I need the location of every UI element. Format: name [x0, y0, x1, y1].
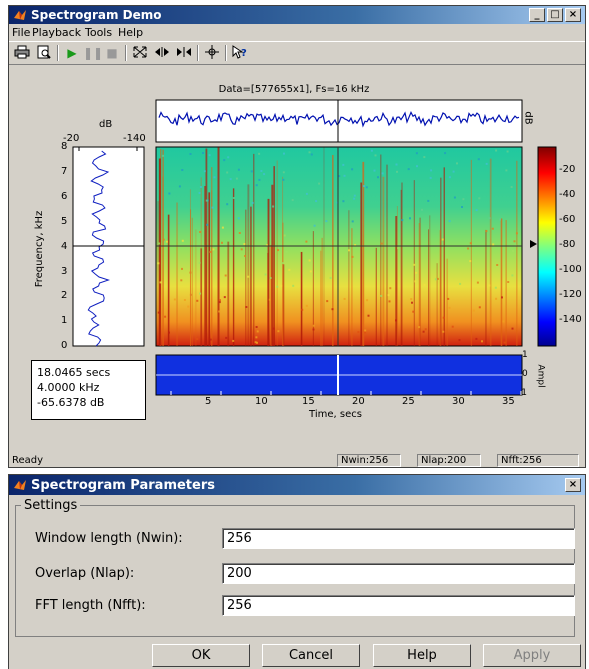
readout-time: 18.0465 secs [37, 366, 111, 379]
left-panel-tick-right: -140 [123, 133, 146, 144]
readout-level: -65.6378 dB [37, 396, 105, 409]
readout-frequency: 4.0000 kHz [37, 381, 100, 394]
colorbar-tick-5: -120 [559, 289, 582, 300]
play-icon[interactable]: ▶ [67, 46, 77, 60]
y-tick-1: 7 [61, 165, 68, 177]
nwin-label: Window length (Nwin): [35, 531, 183, 546]
y-tick-5: 3 [61, 265, 68, 277]
spectrogram-figure[interactable] [9, 6, 585, 452]
toolbar: ▶ ❚❚ ■ ? [9, 41, 585, 65]
colorbar-tick-0: -20 [559, 164, 576, 175]
crosshair-icon[interactable] [203, 45, 221, 61]
x-tick-4: 25 [402, 396, 415, 407]
zoom-full-icon[interactable] [131, 45, 149, 61]
spectrogram-texture [157, 147, 518, 346]
menu-help[interactable]: Help [118, 26, 144, 39]
apply-button[interactable]: Apply [483, 644, 581, 667]
plot-title: Data=[577655x1], Fs=16 kHz [218, 84, 370, 95]
x-tick-1: 10 [255, 396, 268, 407]
x-axis-label: Time, secs [309, 409, 362, 420]
window-title: Spectrogram Demo [31, 8, 162, 22]
x-tick-6: 35 [502, 396, 515, 407]
zoom-in-time-icon[interactable] [153, 45, 171, 61]
whats-this-icon[interactable]: ? [231, 45, 249, 61]
waveform-level-trace [158, 110, 520, 128]
nfft-label: FFT length (Nfft): [35, 598, 146, 613]
matlab-logo-icon [14, 10, 26, 20]
menu-playback[interactable]: Playback [32, 26, 82, 39]
y-tick-0: 8 [61, 141, 68, 152]
ampl-tick-1: 0 [522, 369, 528, 379]
y-tick-8: 0 [61, 340, 68, 352]
svg-text:?: ? [241, 48, 247, 59]
status-nwin: Nwin:256 [337, 454, 401, 467]
menu-bar: File Playback Tools Help [9, 25, 585, 41]
status-bar: Ready Nwin:256 Nlap:200 Nfft:256 [9, 454, 585, 467]
left-panel-db-label: dB [99, 119, 113, 130]
dialog-close-button[interactable]: × [565, 478, 581, 492]
print-icon[interactable] [13, 45, 31, 61]
menu-file[interactable]: File [12, 26, 31, 39]
parameters-dialog: Spectrogram Parameters × Settings Window… [8, 474, 586, 669]
y-tick-6: 2 [61, 290, 68, 302]
y-tick-2: 6 [61, 190, 68, 202]
nfft-input[interactable] [222, 595, 575, 616]
colorbar-tick-2: -60 [559, 214, 576, 225]
x-tick-0: 5 [205, 396, 212, 407]
status-text: Ready [12, 455, 44, 466]
stop-icon[interactable]: ■ [106, 46, 118, 60]
nlap-label: Overlap (Nlap): [35, 566, 135, 581]
cursor-readout: 18.0465 secs 4.0000 kHz -65.6378 dB [31, 360, 146, 420]
zoom-out-time-icon[interactable] [175, 45, 193, 61]
left-panel-tick-left: -20 [63, 133, 80, 144]
pause-icon[interactable]: ❚❚ [83, 46, 104, 60]
cancel-button[interactable]: Cancel [262, 644, 360, 667]
x-tick-5: 30 [452, 396, 465, 407]
matlab-logo-icon [14, 480, 26, 490]
spectrogram-window: Spectrogram Demo _ □ × File Playback Too… [8, 5, 586, 468]
status-nlap: Nlap:200 [417, 454, 481, 467]
dialog-title-bar[interactable]: Spectrogram Parameters × [9, 475, 585, 495]
window-title-bar[interactable]: Spectrogram Demo _ □ × [9, 6, 585, 24]
print-preview-icon[interactable] [35, 45, 53, 61]
colorbar-level-marker-icon[interactable] [530, 240, 537, 248]
status-nfft: Nfft:256 [497, 454, 579, 467]
colorbar-tick-4: -100 [559, 264, 582, 275]
spectrum-slice-trace [87, 150, 111, 347]
menu-tools[interactable]: Tools [85, 26, 113, 39]
x-tick-2: 15 [302, 396, 315, 407]
y-tick-4: 4 [61, 240, 68, 252]
colorbar [537, 146, 557, 347]
colorbar-tick-3: -80 [559, 239, 576, 250]
settings-group-label: Settings [21, 498, 81, 513]
colorbar-tick-6: -140 [559, 314, 582, 325]
dialog-title: Spectrogram Parameters [31, 478, 215, 493]
minimize-button[interactable]: _ [529, 8, 545, 22]
colorbar-tick-1: -40 [559, 189, 576, 200]
x-tick-3: 20 [352, 396, 365, 407]
maximize-button[interactable]: □ [547, 8, 563, 22]
y-tick-7: 1 [61, 315, 68, 327]
nwin-input[interactable] [222, 528, 575, 549]
y-tick-3: 5 [61, 215, 68, 227]
close-button[interactable]: × [565, 8, 581, 22]
ampl-tick-0: 1 [522, 350, 528, 360]
ok-button[interactable]: OK [152, 644, 250, 667]
help-button[interactable]: Help [373, 644, 471, 667]
nlap-input[interactable] [222, 563, 575, 584]
